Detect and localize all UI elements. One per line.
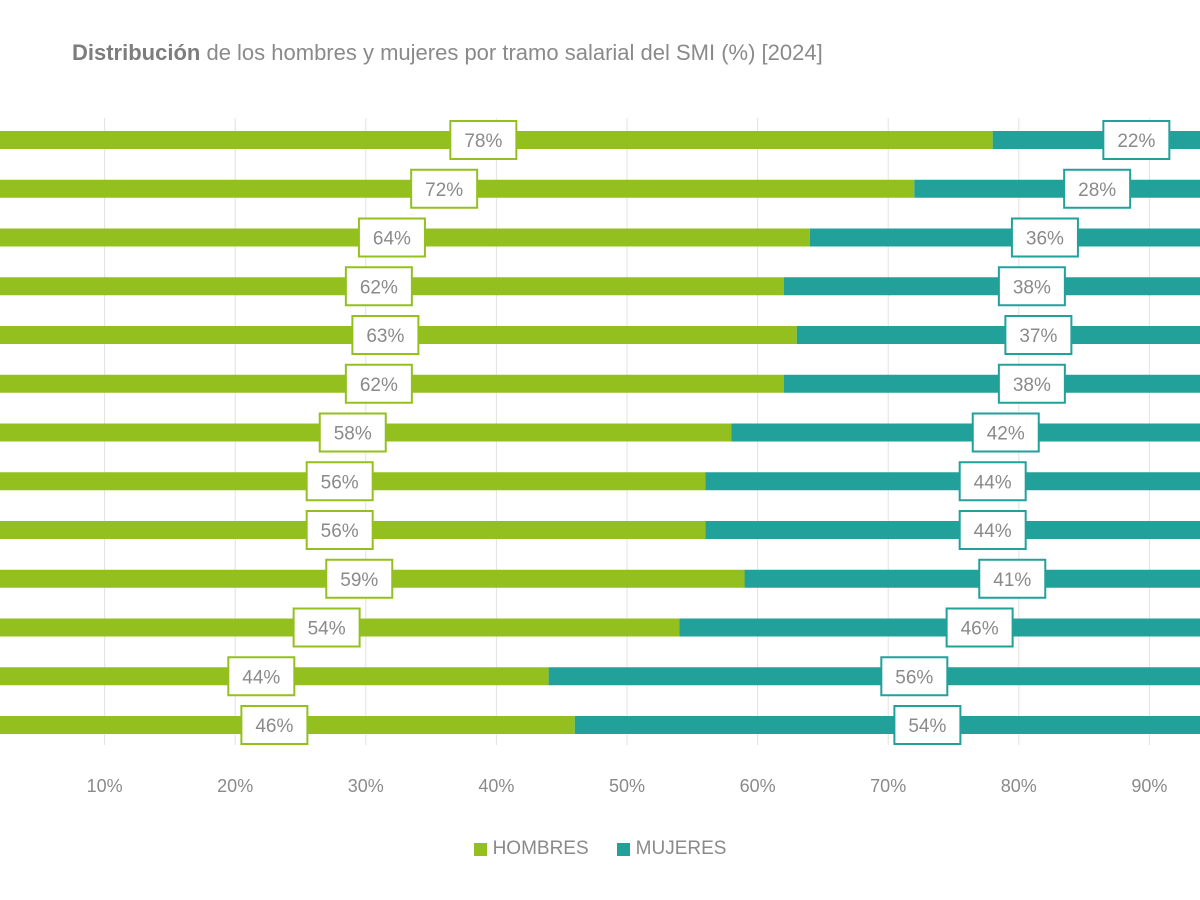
data-label-box xyxy=(1102,120,1171,160)
data-label-box xyxy=(351,315,420,355)
data-label-box xyxy=(318,412,387,453)
data-label-box xyxy=(449,120,518,160)
data-label: 59% xyxy=(340,570,378,591)
data-label: 44% xyxy=(974,472,1012,493)
bar-mujeres xyxy=(731,423,1200,442)
data-label: 38% xyxy=(1013,277,1051,298)
x-tick-label: 50% xyxy=(609,776,645,796)
data-label-box xyxy=(997,363,1066,404)
legend-swatch-mujeres xyxy=(616,842,630,856)
data-label-box xyxy=(978,558,1047,599)
data-label-box xyxy=(410,168,479,209)
x-tick-label: 10% xyxy=(87,776,123,796)
data-label-box xyxy=(292,607,361,648)
data-label-box xyxy=(240,705,309,745)
data-label-box xyxy=(971,412,1040,453)
data-label: 72% xyxy=(425,180,463,201)
x-tick-label: 70% xyxy=(870,776,906,796)
data-label: 44% xyxy=(974,521,1012,542)
data-label: 63% xyxy=(366,326,404,347)
bar-mujeres xyxy=(783,374,1200,393)
legend-label-mujeres: MUJERES xyxy=(635,838,727,859)
data-label-box xyxy=(305,510,374,550)
data-label: 28% xyxy=(1078,180,1116,201)
data-label-box xyxy=(958,461,1027,502)
data-label-box xyxy=(893,705,962,745)
data-label-box xyxy=(958,510,1027,550)
bar-mujeres xyxy=(679,618,1200,637)
data-label-box xyxy=(357,217,426,258)
data-label: 78% xyxy=(464,131,502,152)
data-label: 22% xyxy=(1117,131,1155,152)
data-label: 56% xyxy=(321,521,359,542)
data-label-box xyxy=(1004,315,1073,355)
x-tick-label: 30% xyxy=(348,776,384,796)
legend: HOMBRES MUJERES xyxy=(0,838,1200,860)
data-label: 62% xyxy=(360,375,398,396)
data-label: 54% xyxy=(908,716,946,737)
chart-title: Distribución de los hombres y mujeres po… xyxy=(72,40,823,65)
data-label-box xyxy=(1010,217,1079,258)
bar-mujeres xyxy=(705,472,1200,491)
bar-mujeres xyxy=(744,569,1200,588)
legend-item-hombres: HOMBRES xyxy=(473,838,589,860)
data-label-box xyxy=(305,461,374,502)
x-tick-label: 20% xyxy=(217,776,253,796)
bar-mujeres xyxy=(548,667,1200,686)
x-tick-label: 80% xyxy=(1001,776,1037,796)
bar-mujeres xyxy=(809,228,1200,247)
data-label-box xyxy=(344,266,413,307)
bar-mujeres xyxy=(783,277,1200,296)
data-label-box xyxy=(997,266,1066,307)
legend-swatch-hombres xyxy=(473,842,487,856)
data-label: 54% xyxy=(308,619,346,640)
data-label-box xyxy=(325,558,394,599)
legend-item-mujeres: MUJERES xyxy=(616,838,727,860)
bar-mujeres xyxy=(914,179,1200,198)
data-label: 44% xyxy=(242,667,280,688)
data-label: 41% xyxy=(993,570,1031,591)
data-label-box xyxy=(227,656,296,697)
data-label: 38% xyxy=(1013,375,1051,396)
data-label: 36% xyxy=(1026,229,1064,250)
bar-mujeres xyxy=(796,326,1200,344)
bar-mujeres xyxy=(574,716,1200,734)
data-label: 42% xyxy=(987,424,1025,445)
data-label: 62% xyxy=(360,277,398,298)
data-label-box xyxy=(945,607,1014,648)
data-label: 37% xyxy=(1019,326,1057,347)
data-label: 56% xyxy=(321,472,359,493)
data-label: 64% xyxy=(373,229,411,250)
x-tick-label: 60% xyxy=(740,776,776,796)
data-label: 56% xyxy=(895,667,933,688)
bar-mujeres xyxy=(705,521,1200,539)
data-label: 46% xyxy=(255,716,293,737)
data-label: 58% xyxy=(334,424,372,445)
data-label-box xyxy=(1063,168,1132,209)
x-tick-label: 40% xyxy=(478,776,514,796)
data-label-box xyxy=(880,656,949,697)
x-tick-label: 90% xyxy=(1131,776,1167,796)
data-label-box xyxy=(344,363,413,404)
data-label: 46% xyxy=(961,619,999,640)
legend-label-hombres: HOMBRES xyxy=(492,838,589,859)
